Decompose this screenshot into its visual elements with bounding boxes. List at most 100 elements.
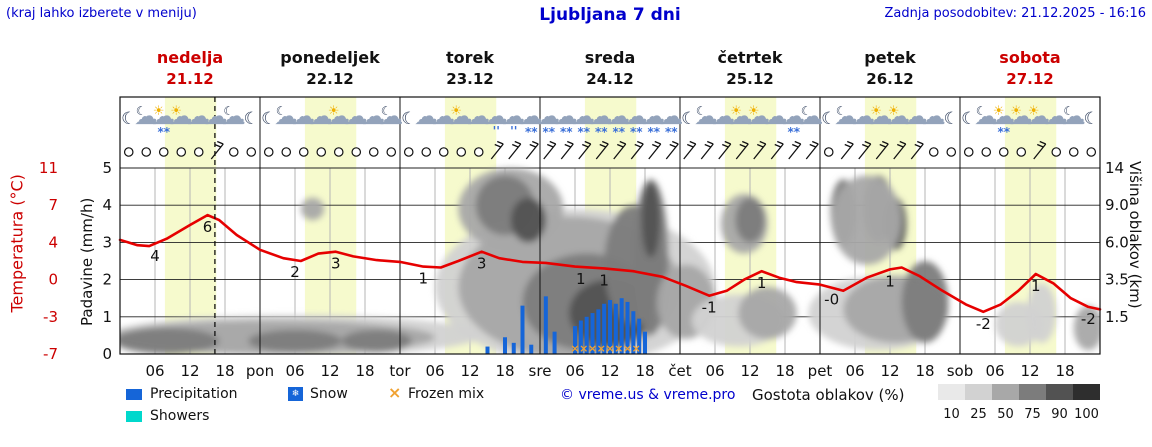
snow-marks: ** bbox=[787, 125, 800, 139]
wind-barb-tick bbox=[777, 140, 784, 145]
precip-tick-label: 2 bbox=[102, 271, 112, 289]
wind-barb-tick bbox=[514, 140, 521, 145]
x-axis-day-label: čet bbox=[668, 362, 691, 380]
frozen-mix-legend-label: Frozen mix bbox=[408, 386, 485, 402]
precip-bar bbox=[578, 320, 583, 354]
weather-icon-snow: ☁** bbox=[519, 102, 543, 139]
weather-icon-cloud: ☁ bbox=[467, 102, 491, 130]
temperature-value-label: 1 bbox=[599, 271, 609, 289]
wind-barb-shaft bbox=[753, 143, 767, 160]
cloud-icon: ☁ bbox=[362, 102, 386, 130]
weather-icon-snow: ☁** bbox=[572, 102, 596, 139]
wind-barb-icon bbox=[210, 140, 224, 160]
cloud-blob bbox=[341, 329, 412, 353]
day-name-label: sreda bbox=[585, 48, 636, 67]
weather-icon-snow: ☁** bbox=[554, 102, 578, 139]
temperature-value-label: 3 bbox=[477, 255, 487, 273]
wind-barb-tick bbox=[864, 140, 871, 145]
wind-calm-icon bbox=[438, 147, 449, 157]
cloud-blob bbox=[1073, 305, 1100, 351]
temp-tick-label: -7 bbox=[43, 345, 58, 363]
wind-barb-tick bbox=[654, 140, 661, 145]
wind-barb-icon bbox=[893, 140, 907, 160]
wind-barb-shaft bbox=[893, 143, 907, 160]
cloud-blob bbox=[738, 287, 797, 340]
cloud-icon: ☁ bbox=[1062, 102, 1086, 130]
wind-calm-icon bbox=[158, 147, 169, 157]
moon-icon: ☾ bbox=[801, 104, 812, 118]
wind-barb-shaft bbox=[578, 143, 592, 160]
wind-barb-tick bbox=[1039, 140, 1046, 145]
wind-calm-icon bbox=[351, 147, 362, 157]
x-axis-hour-label: 12 bbox=[1020, 362, 1039, 380]
wind-barb-tick bbox=[669, 143, 676, 148]
moon-icon: ☾ bbox=[961, 109, 976, 129]
frozen-mix-marker: × bbox=[632, 342, 641, 355]
wind-barb-tick bbox=[564, 143, 571, 148]
wind-calm-icon bbox=[1086, 147, 1097, 157]
wind-barb-shaft bbox=[665, 143, 679, 160]
sun-icon: ☀ bbox=[328, 104, 340, 119]
wind-barb-tick bbox=[704, 143, 711, 148]
wind-barb-icon bbox=[770, 140, 784, 160]
precip-bar bbox=[485, 346, 490, 354]
wind-barb-tick bbox=[217, 140, 224, 145]
cloud-scale-value: 75 bbox=[1024, 407, 1041, 422]
cloud-icon: ☁ bbox=[852, 102, 876, 130]
precip-bar bbox=[552, 331, 557, 354]
weather-icon-cloud: ☁ bbox=[432, 102, 456, 130]
wind-barb-icon bbox=[683, 140, 697, 160]
weather-icon-rain: ☁'' bbox=[484, 102, 508, 138]
weather-icon-moon: ☾ bbox=[121, 109, 136, 129]
frozen-mix-marker: × bbox=[597, 342, 606, 355]
precip-bar bbox=[637, 318, 642, 354]
weather-icon-cloud: ☁ bbox=[344, 102, 368, 130]
weather-icon-mooncloud: ☾☁ bbox=[834, 102, 858, 130]
cloud-icon: ☁ bbox=[1027, 102, 1051, 130]
x-axis-hour-label: 18 bbox=[775, 362, 794, 380]
cloud-icon: ☁ bbox=[799, 102, 823, 130]
moon-icon: ☾ bbox=[261, 109, 276, 129]
cloud-tick-label: 6.0 bbox=[1105, 233, 1129, 251]
day-name-label: sobota bbox=[999, 48, 1060, 67]
wind-barb-icon bbox=[613, 140, 627, 160]
cloud-icon: ☁ bbox=[344, 102, 368, 130]
wind-barb-shaft bbox=[910, 143, 924, 160]
cloud-icon: ☁ bbox=[974, 102, 998, 130]
weather-icon-moon: ☾ bbox=[961, 109, 976, 129]
wind-barb-icon bbox=[578, 140, 592, 160]
moon-icon: ☾ bbox=[821, 109, 836, 129]
cloud-scale-value: 100 bbox=[1074, 407, 1099, 422]
cloud-scale-value: 50 bbox=[997, 407, 1014, 422]
credit-link[interactable]: © vreme.us & vreme.pro bbox=[560, 387, 736, 403]
cloud-icon: ☁ bbox=[1009, 102, 1033, 130]
snowflake-icon: ❄ bbox=[291, 389, 300, 399]
sun-icon: ☀ bbox=[1028, 104, 1040, 119]
weather-icon-mooncloud: ☾☁ bbox=[274, 102, 298, 130]
moon-icon: ☾ bbox=[223, 104, 234, 118]
weather-icon-mooncloud: ☾☁ bbox=[134, 102, 158, 130]
frozen-mix-marker: × bbox=[570, 342, 579, 355]
x-axis-hour-label: 06 bbox=[845, 362, 864, 380]
x-axis-hour-label: 18 bbox=[215, 362, 234, 380]
cloud-icon: ☁ bbox=[992, 102, 1016, 130]
cloud-icon: ☁ bbox=[1044, 102, 1068, 130]
snow-swatch: ❄ bbox=[288, 387, 303, 401]
moon-icon: ☾ bbox=[836, 104, 847, 118]
cloud-scale-swatch bbox=[992, 384, 1019, 400]
wind-barb-shaft bbox=[700, 143, 714, 160]
x-axis-hour-label: 12 bbox=[460, 362, 479, 380]
wind-calm-icon bbox=[928, 147, 939, 157]
wind-barb-tick bbox=[687, 143, 694, 148]
wind-barb-tick bbox=[917, 140, 924, 145]
cloud-density-scale-values: 10 25 50 75 90 100 bbox=[938, 403, 1100, 422]
wind-barb-shaft bbox=[875, 143, 889, 160]
cloud-icon: ☁ bbox=[502, 102, 526, 130]
wind-barb-tick bbox=[582, 143, 589, 148]
day-date-label: 26.12 bbox=[866, 70, 913, 88]
weather-icon-cloud: ☁ bbox=[187, 102, 211, 130]
wind-barb-tick bbox=[794, 140, 801, 145]
moon-icon: ☾ bbox=[681, 109, 696, 129]
wind-barb-tick bbox=[497, 140, 504, 145]
